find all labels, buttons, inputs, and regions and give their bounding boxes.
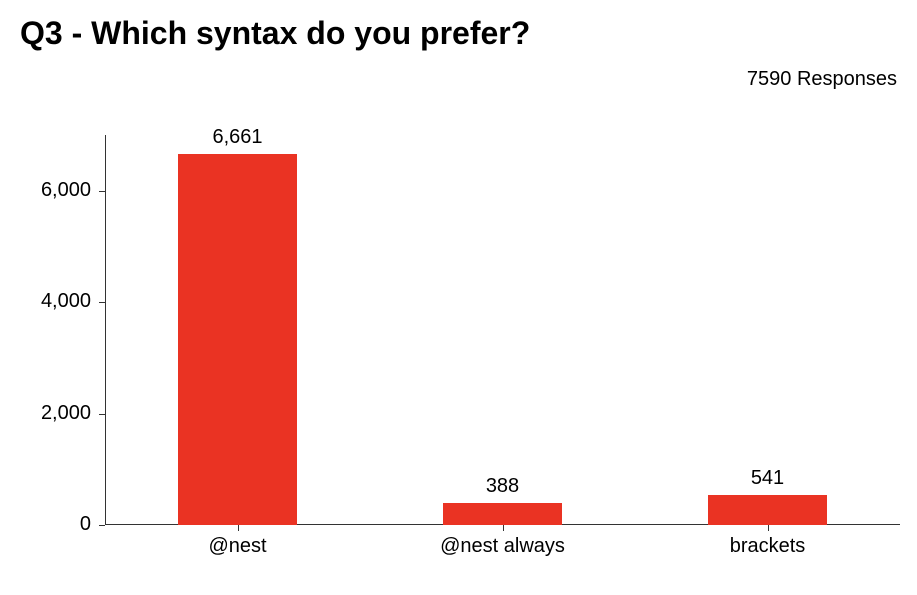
x-tick <box>768 525 769 531</box>
y-axis-line <box>105 135 106 525</box>
bar <box>443 503 562 525</box>
y-tick <box>99 525 105 526</box>
x-tick <box>503 525 504 531</box>
y-tick <box>99 302 105 303</box>
bar-value-label: 388 <box>486 475 519 498</box>
responses-count: 7590 Responses <box>747 68 897 91</box>
y-tick-label: 6,000 <box>11 179 91 202</box>
category-label: @nest always <box>440 535 565 558</box>
bar-value-label: 6,661 <box>212 126 262 149</box>
chart-title: Q3 - Which syntax do you prefer? <box>20 15 530 52</box>
x-tick <box>238 525 239 531</box>
category-label: @nest <box>208 535 266 558</box>
bar <box>178 154 297 525</box>
category-label: brackets <box>730 535 806 558</box>
y-tick-label: 2,000 <box>11 402 91 425</box>
y-tick-label: 0 <box>11 513 91 536</box>
bar-value-label: 541 <box>751 467 784 490</box>
y-tick <box>99 414 105 415</box>
y-tick-label: 4,000 <box>11 290 91 313</box>
chart-container: Q3 - Which syntax do you prefer? 7590 Re… <box>0 0 917 595</box>
plot-area: 02,0004,0006,0006,661@nest388@nest alway… <box>105 135 900 525</box>
bar <box>708 495 827 525</box>
y-tick <box>99 191 105 192</box>
